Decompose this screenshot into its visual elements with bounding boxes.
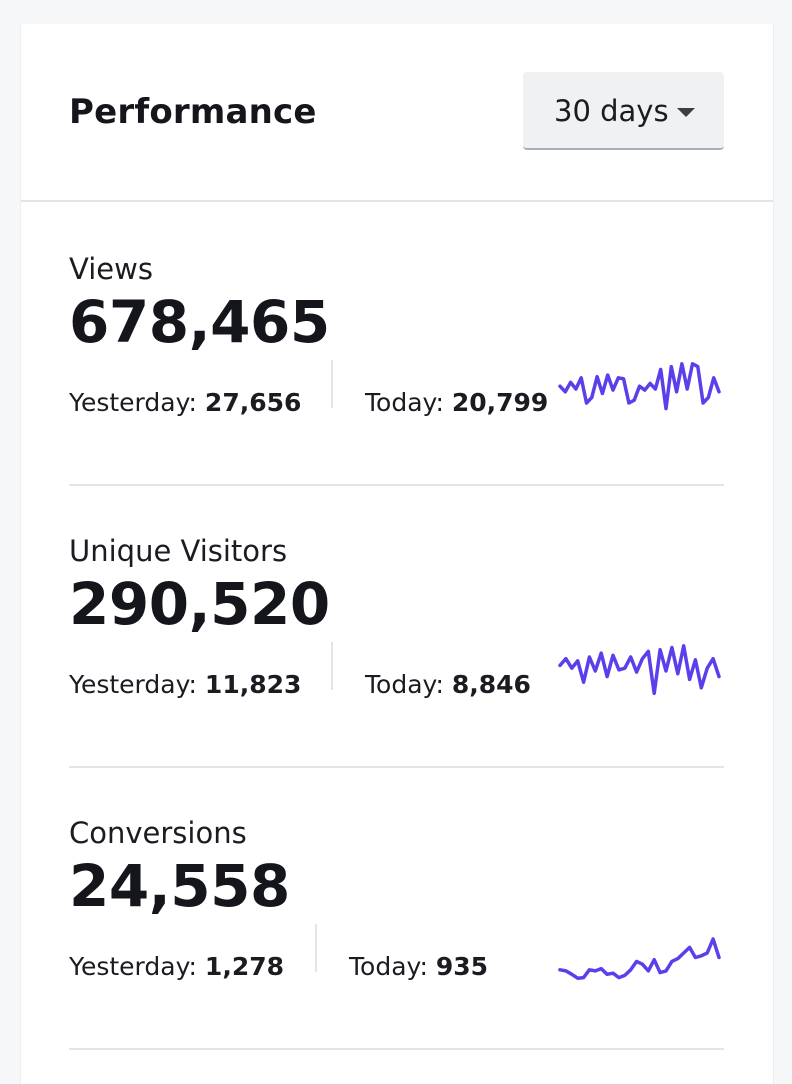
yesterday-stat: Yesterday: 11,823 [69,670,301,699]
today-stat: Today: 20,799 [365,388,548,417]
caret-down-icon [677,108,695,117]
yesterday-stat: Yesterday: 27,656 [69,388,301,417]
metric-value: 24,558 [69,852,290,920]
stat-divider [315,924,317,972]
yesterday-value: 1,278 [204,952,284,981]
metric-value: 678,465 [69,288,330,356]
yesterday-value: 11,823 [204,670,302,699]
card-header: Performance 30 days [21,24,773,202]
yesterday-label: Yesterday: [69,670,197,699]
sparkline-series [558,937,721,980]
stat-divider [331,360,333,408]
card-title: Performance [69,92,317,132]
metric-label: Unique Visitors [69,534,288,568]
date-range-dropdown[interactable]: 30 days [523,72,724,150]
today-value: 935 [435,952,489,981]
unique-visitors-sparkline [558,644,721,696]
date-range-value: 30 days [554,94,669,128]
today-label: Today: [365,670,444,699]
performance-card: Performance 30 days Views 678,465 Yester… [20,24,774,1084]
metric-views: Views 678,465 Yesterday: 27,656 Today: 2… [69,202,724,486]
conversions-sparkline [558,937,721,980]
metric-label: Views [69,252,153,286]
metric-unique-visitors: Unique Visitors 290,520 Yesterday: 11,82… [69,484,724,768]
yesterday-stat: Yesterday: 1,278 [69,952,284,981]
yesterday-label: Yesterday: [69,952,197,981]
sparkline-series [558,362,721,411]
sparkline-series [558,644,721,696]
views-sparkline [558,362,721,411]
metric-conversions: Conversions 24,558 Yesterday: 1,278 Toda… [69,766,724,1050]
metric-value: 290,520 [69,570,330,638]
today-value: 8,846 [451,670,531,699]
today-stat: Today: 935 [349,952,488,981]
today-value: 20,799 [451,388,549,417]
metric-label: Conversions [69,816,247,850]
stat-divider [331,642,333,690]
today-label: Today: [349,952,428,981]
today-stat: Today: 8,846 [365,670,531,699]
yesterday-value: 27,656 [204,388,302,417]
today-label: Today: [365,388,444,417]
yesterday-label: Yesterday: [69,388,197,417]
